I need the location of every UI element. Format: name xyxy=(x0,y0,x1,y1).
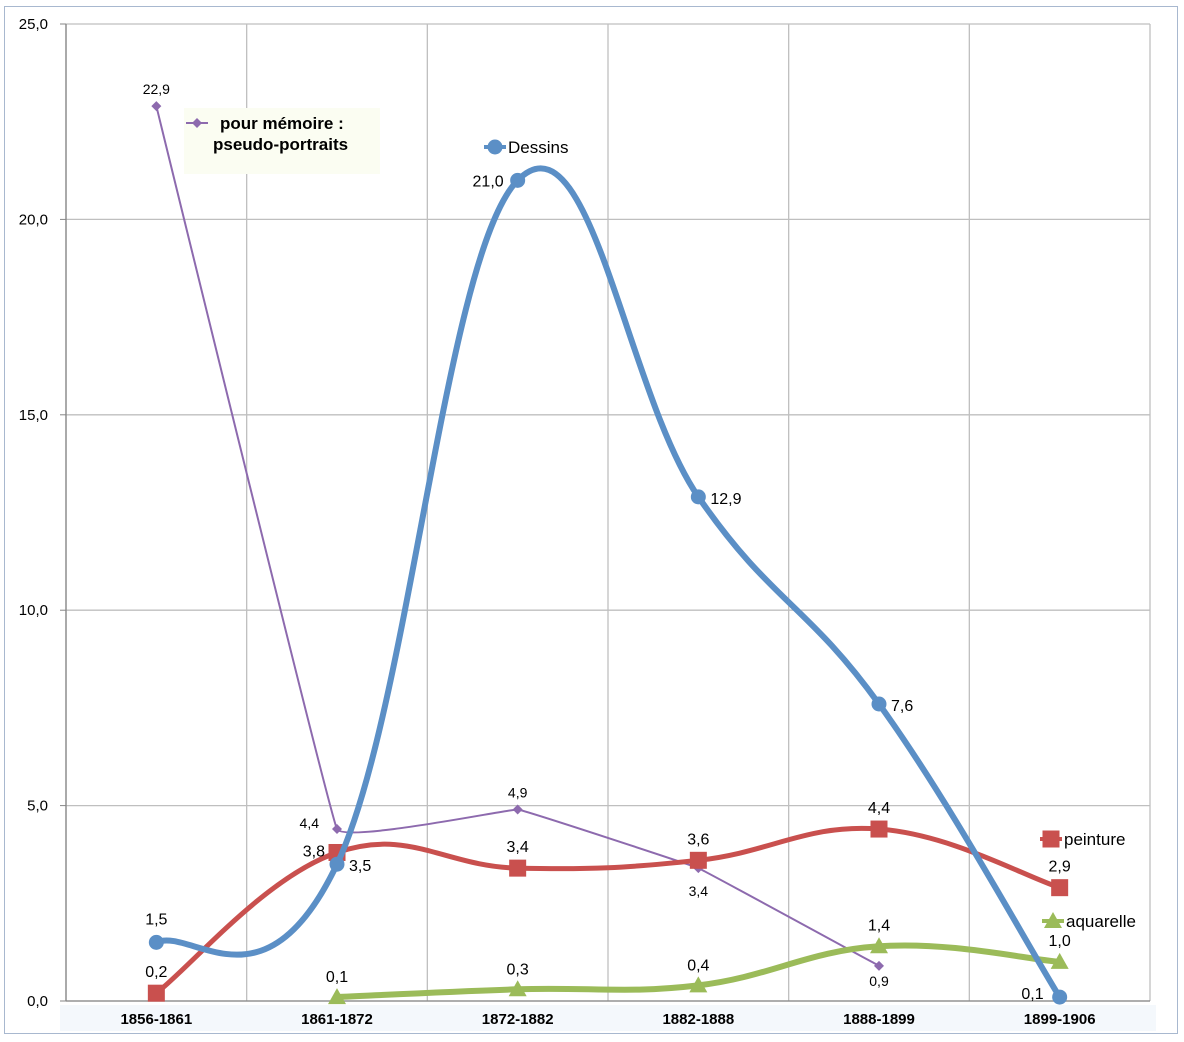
legend-entry: Dessins xyxy=(484,138,568,157)
data-label: 3,4 xyxy=(689,883,709,899)
series-aquarelle: 0,1 0,3 0,4 1,4 1,0 xyxy=(326,917,1071,1005)
data-label: 0,9 xyxy=(869,973,889,989)
x-tick-label: 1882-1888 xyxy=(662,1011,734,1028)
x-label-band xyxy=(60,1005,1156,1031)
legend-label: pour mémoire : xyxy=(220,114,344,133)
legend-entry: peinture xyxy=(1040,830,1125,849)
data-point-circle xyxy=(510,172,526,188)
data-point-square xyxy=(689,851,707,869)
y-tick-label: 10,0 xyxy=(19,602,48,619)
legend-bg xyxy=(184,108,380,174)
legend-marker xyxy=(1042,830,1060,848)
series-line xyxy=(153,825,1063,996)
legend-label: pseudo-portraits xyxy=(213,135,348,154)
data-point-circle xyxy=(329,856,345,872)
x-tick-label: 1888-1899 xyxy=(843,1011,915,1028)
data-label: 7,6 xyxy=(891,698,913,715)
data-point-square xyxy=(147,984,165,1002)
legend-entry xyxy=(186,118,208,128)
series-peinture: 0,2 3,8 3,4 3,6 4,4 2,9 xyxy=(145,800,1071,1002)
data-point-triangle xyxy=(328,988,346,1005)
y-tick-label: 25,0 xyxy=(19,16,48,33)
data-label: 1,4 xyxy=(868,917,890,934)
data-point-triangle xyxy=(689,976,708,993)
x-axis: 1856-1861 1861-1872 1872-1882 1882-1888 1888… xyxy=(60,1000,1156,1031)
data-label: 0,1 xyxy=(326,969,348,986)
series-dessins: 1,5 3,5 21,0 12,9 7,6 0,1 xyxy=(145,165,1068,1005)
data-point-circle xyxy=(148,934,164,950)
y-axis: 0,0 5,0 10,0 15,0 20,0 25,0 xyxy=(19,16,67,1010)
data-label: 0,2 xyxy=(145,964,167,981)
data-point-diamond xyxy=(512,804,523,815)
x-tick-label: 1856-1861 xyxy=(120,1011,192,1028)
data-label: 4,4 xyxy=(868,800,890,817)
chart-frame xyxy=(4,6,1178,1034)
y-tick-label: 0,0 xyxy=(27,993,48,1010)
legend-label: peinture xyxy=(1064,830,1125,849)
series-line xyxy=(155,105,880,967)
legend-label: Dessins xyxy=(508,138,568,157)
data-label: 12,9 xyxy=(710,491,741,508)
series-group: 22,9 4,4 4,9 3,4 0,9 0,1 0,3 0,4 1,4 1,0 0,2 3,8 3,4… xyxy=(143,81,1071,1005)
data-label: 2,9 xyxy=(1049,859,1071,876)
legend-entry: aquarelle xyxy=(1042,912,1136,931)
data-point-triangle xyxy=(870,937,888,954)
data-label: 3,5 xyxy=(349,858,371,875)
data-point-square xyxy=(1051,879,1069,897)
data-point-triangle xyxy=(1050,952,1069,969)
y-tick-label: 20,0 xyxy=(19,211,48,228)
data-point-square xyxy=(509,859,527,877)
data-point-circle xyxy=(871,696,887,712)
data-label: 1,0 xyxy=(1049,933,1071,950)
data-label: 0,1 xyxy=(1021,986,1043,1003)
data-point-triangle xyxy=(508,980,527,997)
data-point-circle xyxy=(1052,989,1068,1005)
data-point-diamond xyxy=(332,824,342,835)
data-label: 0,3 xyxy=(507,961,529,978)
x-tick-label: 1861-1872 xyxy=(301,1011,373,1028)
data-label: 3,6 xyxy=(687,831,709,848)
legend-label: aquarelle xyxy=(1066,912,1136,931)
x-tick-label: 1872-1882 xyxy=(482,1011,554,1028)
data-label: 4,4 xyxy=(300,815,320,831)
data-point-circle xyxy=(690,489,706,505)
legend-marker xyxy=(1044,912,1062,928)
data-label: 3,4 xyxy=(507,839,529,856)
data-label: 22,9 xyxy=(143,81,170,97)
legend-marker xyxy=(487,139,503,155)
x-tick-label: 1899-1906 xyxy=(1024,1011,1096,1028)
data-label: 0,4 xyxy=(687,957,709,974)
data-point-diamond xyxy=(151,101,162,112)
data-label: 1,5 xyxy=(145,911,167,928)
y-tick-label: 15,0 xyxy=(19,407,48,424)
data-label: 4,9 xyxy=(508,785,528,801)
data-label: 21,0 xyxy=(473,173,504,190)
legend-marker xyxy=(192,118,202,128)
data-point-diamond xyxy=(874,960,884,971)
data-point-square xyxy=(870,820,888,838)
data-label: 3,8 xyxy=(303,843,325,860)
legend: pour mémoire : pseudo-portraits Dessins pei… xyxy=(184,108,1136,931)
y-tick-label: 5,0 xyxy=(27,798,48,815)
